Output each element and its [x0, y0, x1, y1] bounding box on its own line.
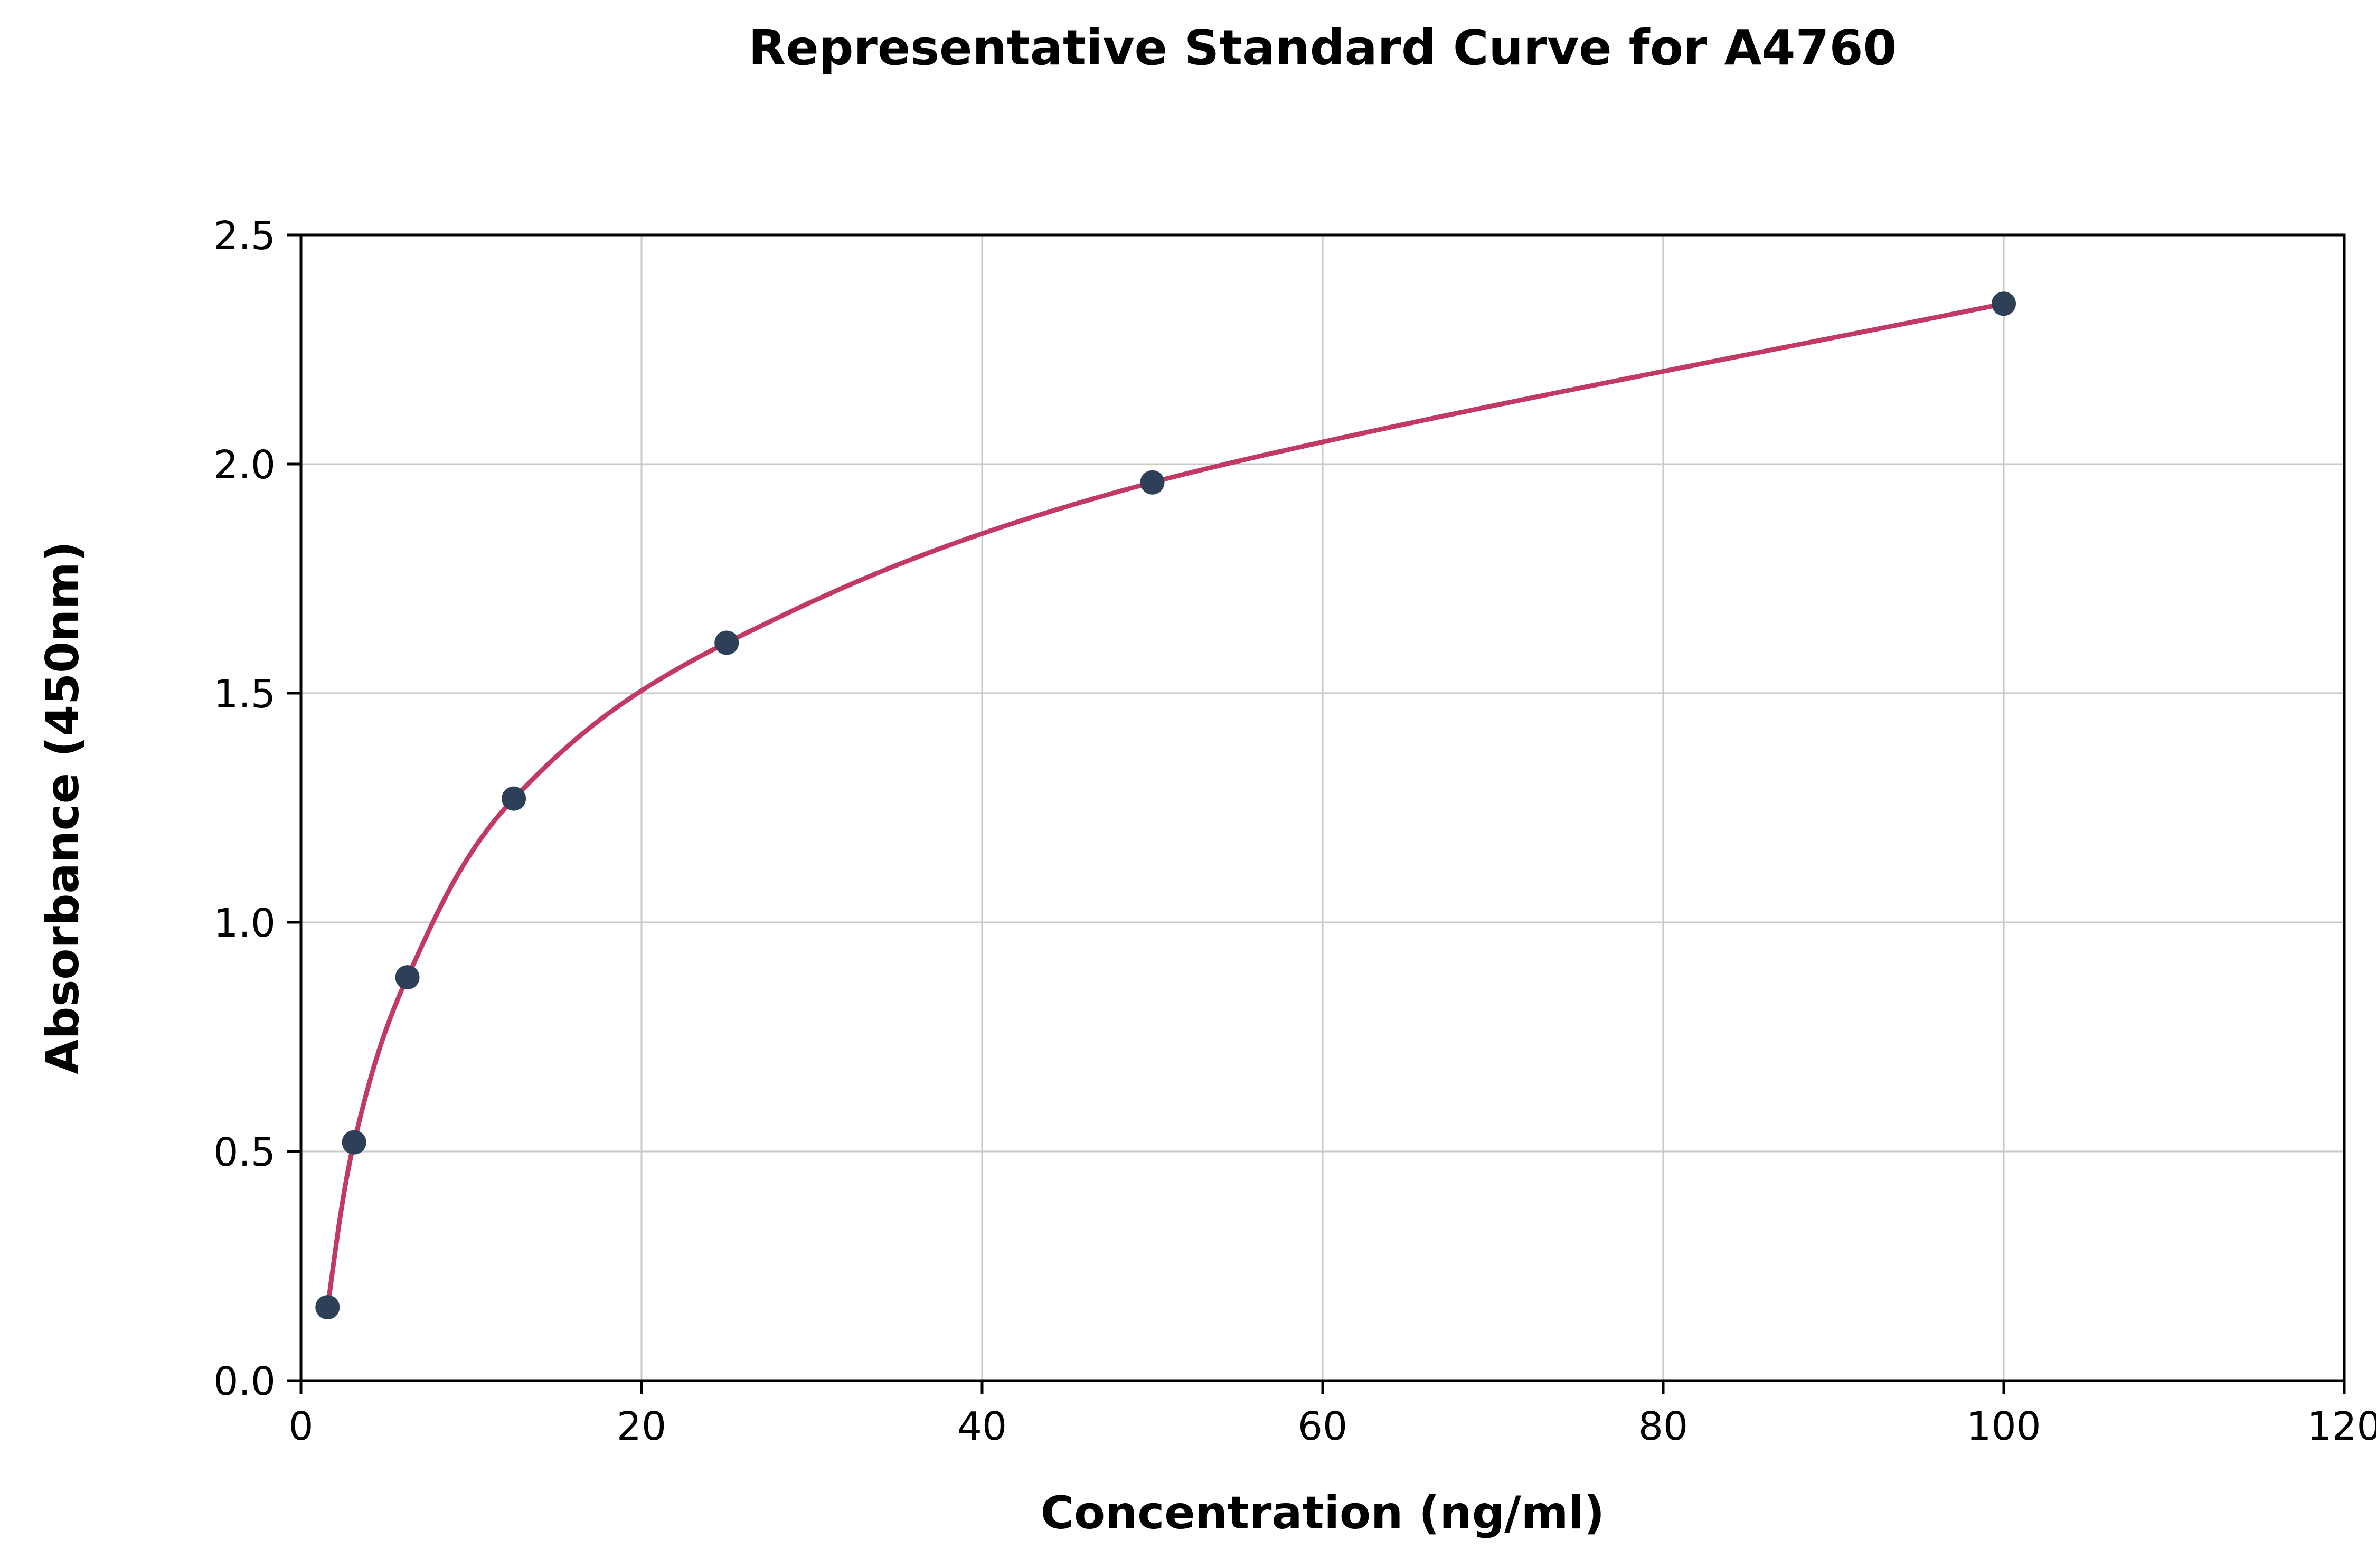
- grid-layer: [300, 234, 2345, 1382]
- x-tick-label: 60: [1298, 1404, 1347, 1449]
- x-axis-label: Concentration (ng/ml): [1041, 1487, 1605, 1539]
- x-tick-label: 100: [1966, 1404, 2041, 1449]
- data-point: [502, 786, 526, 811]
- x-tick-label: 120: [2307, 1404, 2376, 1449]
- data-point: [342, 1130, 366, 1155]
- x-tick-label: 80: [1638, 1404, 1688, 1449]
- x-tick-label: 40: [957, 1404, 1007, 1449]
- standard-curve-line: [325, 301, 2006, 1310]
- data-point: [395, 965, 420, 990]
- chart-title: Representative Standard Curve for A4760: [748, 20, 1897, 76]
- x-tick-label: 0: [288, 1404, 313, 1449]
- data-layer: [315, 291, 2016, 1320]
- y-tick-label: 0.0: [213, 1359, 276, 1404]
- x-tick-label: 20: [617, 1404, 666, 1449]
- data-point: [714, 630, 739, 655]
- y-tick-label: 0.5: [213, 1130, 276, 1175]
- data-point: [1140, 470, 1165, 495]
- y-axis-label: Absorbance (450nm): [36, 541, 89, 1074]
- y-tick-label: 2.0: [213, 442, 276, 488]
- data-point: [315, 1295, 340, 1320]
- y-tick-label: 1.0: [213, 901, 276, 946]
- tick-layer: 0 20 40 60 80 100 120 0.0 0.5 1.0 1.5 2.0 2.5: [213, 213, 2376, 1449]
- data-point: [1992, 291, 2016, 316]
- y-tick-label: 1.5: [213, 672, 276, 717]
- y-tick-label: 2.5: [213, 213, 276, 259]
